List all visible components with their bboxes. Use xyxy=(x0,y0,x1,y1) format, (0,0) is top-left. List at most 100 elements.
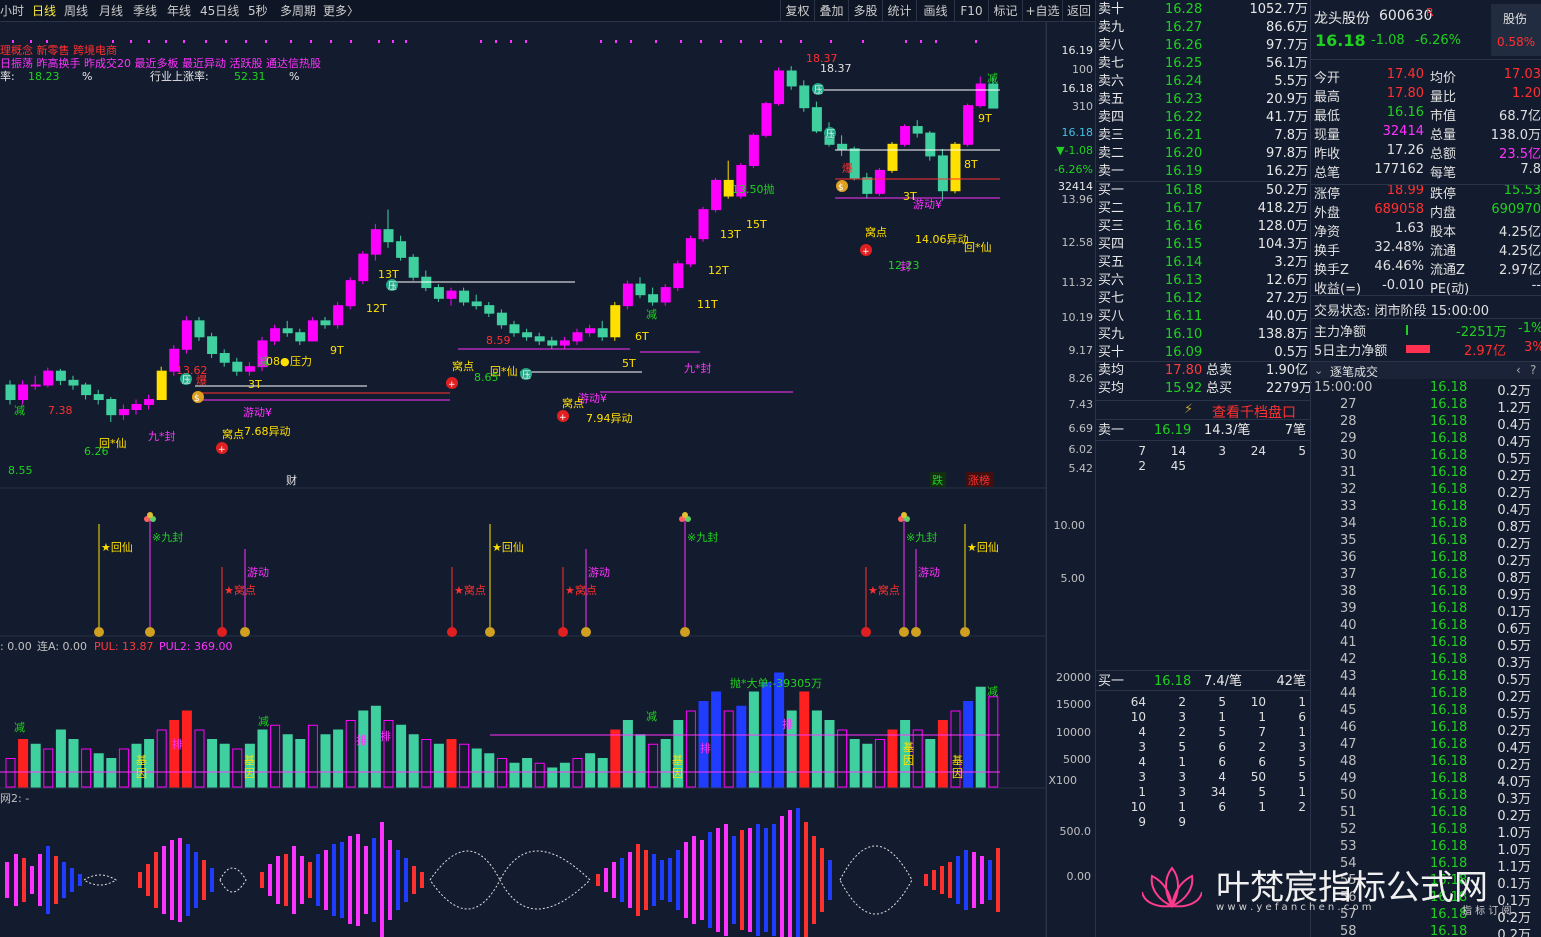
zhangbang-badge xyxy=(966,472,994,487)
period-more[interactable]: 更多〉 xyxy=(323,4,360,18)
tick-row: 37 16.18 0.8万 xyxy=(1340,567,1531,586)
candle xyxy=(534,336,545,342)
add-watchlist-button[interactable]: +自选 xyxy=(1022,0,1062,22)
candle xyxy=(648,294,659,303)
candle xyxy=(950,143,961,192)
mark-button[interactable]: 标记 xyxy=(988,0,1022,22)
candle xyxy=(925,132,936,157)
axis-price: 6.69 xyxy=(1068,422,1094,435)
prev-icon[interactable]: ‹ xyxy=(1516,363,1521,377)
period-year[interactable]: 年线 xyxy=(167,4,192,18)
quote-row: 涨停 18.99 跌停 15.53 xyxy=(1314,183,1541,202)
quote-row: 昨收 17.26 总额 23.5亿 xyxy=(1314,143,1541,162)
volume-bar xyxy=(862,743,873,788)
volume-label: 抛*大单:-39305万 xyxy=(730,676,822,690)
price-axis: 16.19 100 16.18 310 16.18 ▼-1.08 -6.26% … xyxy=(1046,22,1095,937)
volume-bar xyxy=(358,710,369,788)
candle xyxy=(408,256,419,278)
period-45day[interactable]: 45日线 xyxy=(200,4,240,18)
osc-bar xyxy=(300,856,304,904)
period-5sec[interactable]: 5秒 xyxy=(248,4,268,18)
chart-label: 减 xyxy=(646,308,657,321)
candle xyxy=(748,134,759,166)
period-month[interactable]: 月线 xyxy=(99,4,124,18)
rate-label: 率: xyxy=(0,70,15,83)
period-week[interactable]: 周线 xyxy=(64,4,89,18)
candle xyxy=(610,305,621,338)
chart-label: 13T xyxy=(378,268,399,281)
tick-row: 58 16.18 0.2万 xyxy=(1340,924,1531,937)
quote-row: 总笔 177162 每笔 7.8 xyxy=(1314,162,1541,181)
osc-bar xyxy=(22,858,26,902)
osc-bar xyxy=(348,836,352,924)
period-hour[interactable]: 小时 xyxy=(0,4,25,18)
volume-bar xyxy=(572,758,583,788)
period-day[interactable]: 日线 xyxy=(32,4,57,18)
osc-bar xyxy=(788,810,792,937)
overlay-button[interactable]: 叠加 xyxy=(814,0,848,22)
p2-axis: 10.00 xyxy=(1053,519,1086,532)
volume-bar xyxy=(522,758,533,788)
f10-button[interactable]: F10 xyxy=(954,0,988,22)
volume-bar xyxy=(144,739,155,788)
period-multi[interactable]: 多周期 xyxy=(280,4,317,18)
osc-bar xyxy=(956,856,960,904)
lotus-logo-icon xyxy=(1142,866,1202,909)
osc-bar xyxy=(30,866,34,894)
volume-bar xyxy=(307,724,318,788)
back-button[interactable]: 返回 xyxy=(1062,0,1095,22)
osc-bar xyxy=(356,834,360,926)
tick-row: 42 16.18 0.3万 xyxy=(1340,652,1531,671)
industry-pct: % xyxy=(289,70,300,83)
signal-label: ※九封 xyxy=(687,530,718,544)
osc-bar xyxy=(764,828,768,932)
draw-line-button[interactable]: 画线 xyxy=(916,0,954,22)
axis-price: 100 xyxy=(1072,63,1093,76)
axis-price: 5.42 xyxy=(1068,462,1094,475)
candle xyxy=(81,384,92,396)
volume-label: 因 xyxy=(244,767,255,780)
multi-stock-button[interactable]: 多股 xyxy=(848,0,882,22)
badge-label: + xyxy=(559,413,567,423)
tick-row: 46 16.18 0.2万 xyxy=(1340,720,1531,739)
thousand-level-link[interactable]: ⚡ 查看千档盘口 xyxy=(1096,400,1310,421)
stock-button[interactable]: 股伤 0.58% xyxy=(1491,4,1541,56)
collapse-icon[interactable]: ⌄ xyxy=(1314,364,1324,377)
restore-rights-button[interactable]: 复权 xyxy=(780,0,814,22)
osc-axis: 500.0 xyxy=(1059,825,1092,838)
ticks-header[interactable]: ⌄ 逐笔成交 ‹ ? xyxy=(1310,361,1541,379)
badge-label: 压 xyxy=(388,281,397,292)
marker-dot xyxy=(975,40,977,43)
marker-dot xyxy=(680,40,682,43)
osc-bar xyxy=(14,854,18,906)
chart-label: 回*仙 xyxy=(490,365,518,378)
volume-bar xyxy=(824,720,835,788)
chart-label: 11T xyxy=(697,298,718,311)
statistics-button[interactable]: 统计 xyxy=(882,0,916,22)
volume-label: 基 xyxy=(903,741,914,754)
candle xyxy=(156,370,167,401)
volume-bar xyxy=(975,686,986,788)
candle xyxy=(244,366,255,372)
tick-row: 41 16.18 0.5万 xyxy=(1340,635,1531,654)
tick-row: 52 16.18 1.0万 xyxy=(1340,822,1531,841)
chart-label: 13.50抛 xyxy=(732,182,775,196)
osc-bar xyxy=(186,844,190,916)
osc-bar xyxy=(636,844,640,916)
marker-dot xyxy=(205,40,207,43)
osc-bar xyxy=(828,860,832,900)
period-quarter[interactable]: 季线 xyxy=(133,4,158,18)
signal-label: ★回仙 xyxy=(101,541,133,554)
osc-bar xyxy=(716,828,720,932)
chart-label: 窝点 xyxy=(562,396,584,410)
chart-label: 14.06异动 xyxy=(915,233,969,246)
candle xyxy=(799,85,810,109)
marker-dot xyxy=(405,40,407,43)
help-icon[interactable]: ? xyxy=(1530,363,1537,377)
volume-bar xyxy=(660,739,671,788)
chart-label: 跌 xyxy=(932,473,943,487)
osc-bar xyxy=(924,874,928,886)
rate-pct: % xyxy=(82,70,93,83)
volume-bar xyxy=(131,743,142,788)
